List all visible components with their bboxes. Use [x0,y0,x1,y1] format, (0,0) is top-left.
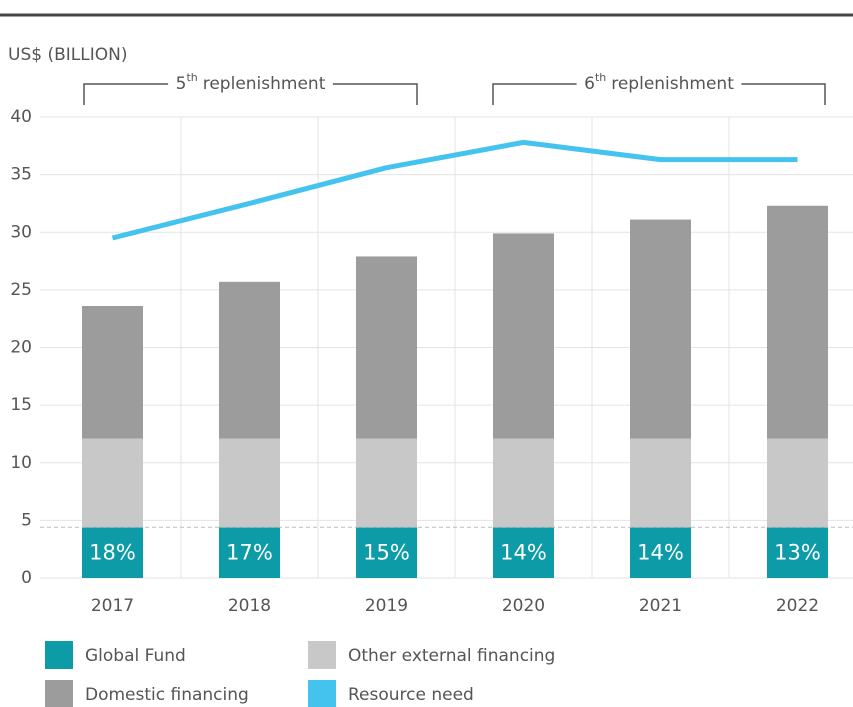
y-tick-label: 35 [10,165,32,185]
x-tick-label: 2021 [639,596,682,616]
y-tick-label: 5 [21,510,32,530]
y-tick-label: 40 [10,107,32,127]
bar-segment [82,438,143,528]
bar-segment [82,306,143,439]
line-series [111,139,798,241]
legend-label: Resource need [348,685,474,705]
replenishment-number: 6 [584,74,595,94]
bar-segment [630,527,691,578]
legend-label: Other external financing [348,646,555,666]
x-tick-label: 2020 [502,596,545,616]
bar-segment [356,438,417,528]
replenishment-number: 5 [176,74,187,94]
bar-segment [493,438,554,528]
x-tick-label: 2022 [776,596,819,616]
y-tick-label: 30 [10,222,32,242]
bar-segment [767,438,828,528]
bar-segment [767,205,828,439]
replenishment-label: 5th replenishment [176,71,326,94]
legend-swatch [45,641,73,669]
share-label: 14% [500,541,547,565]
legend-swatch [308,680,336,707]
bar-segment [630,219,691,439]
legend-label: Domestic financing [85,685,249,705]
legend-swatch [45,680,73,707]
replenishment-suffix: th [595,71,606,84]
bar-segment [82,527,143,578]
x-tick-label: 2019 [365,596,408,616]
y-tick-label: 0 [21,568,32,588]
share-label: 15% [363,541,410,565]
bar-segment [219,281,280,439]
x-tick-label: 2018 [228,596,271,616]
bracket-right [741,83,826,105]
replenishment-text: replenishment [611,74,734,94]
share-label: 14% [637,541,684,565]
y-tick-label: 25 [10,280,32,300]
bracket-right [332,83,418,105]
bar-segment [767,527,828,578]
bar-segment [493,233,554,439]
y-tick-label: 20 [10,338,32,358]
y-axis-label: US$ (BILLION) [8,45,127,65]
x-tick-label: 2017 [91,596,134,616]
bar-segment [630,438,691,528]
y-tick-label: 15 [10,395,32,415]
bar-segment [356,527,417,578]
bar-segment [219,527,280,578]
replenishment-text: replenishment [203,74,326,94]
replenishment-suffix: th [186,71,197,84]
share-label: 13% [774,541,821,565]
bar-segment [493,527,554,578]
share-label: 17% [226,541,273,565]
legend-label: Global Fund [85,646,186,666]
y-tick-label: 10 [10,453,32,473]
bar-segment [219,438,280,528]
bracket-left [83,83,169,105]
bracket-left [492,83,577,105]
replenishment-label: 6th replenishment [584,71,734,94]
legend-swatch [308,641,336,669]
bar-segment [356,256,417,439]
share-label: 18% [89,541,136,565]
